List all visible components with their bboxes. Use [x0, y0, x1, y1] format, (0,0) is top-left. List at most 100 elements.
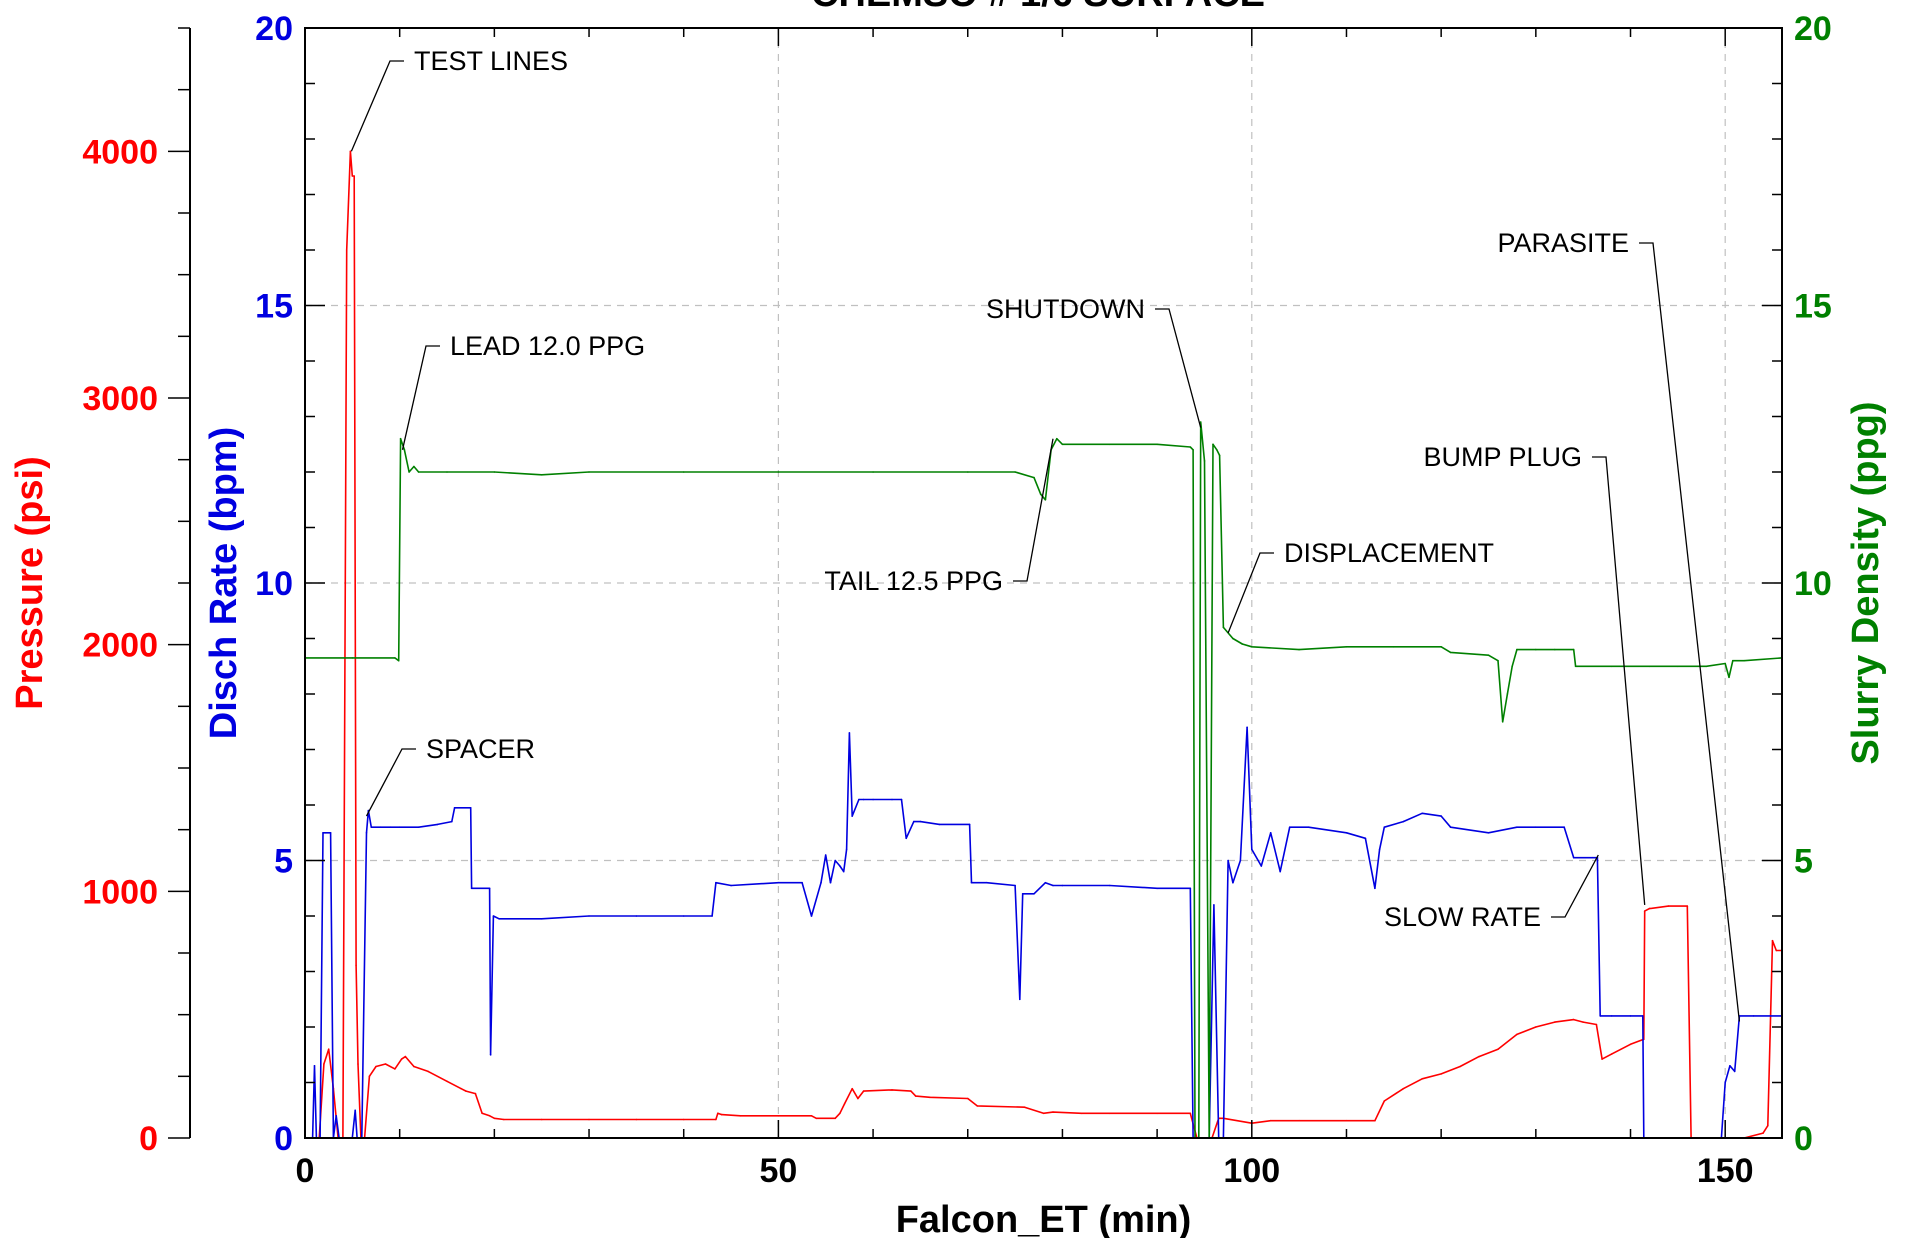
annotation-leader-tail-12-5-ppg: [1013, 438, 1054, 582]
data-point-pressure-44: [843, 1102, 846, 1105]
data-point-rate-23: [436, 823, 439, 826]
data-point-rate-79: [1227, 859, 1229, 862]
data-point-pressure-17: [384, 1063, 387, 1065]
data-point-density-3: [397, 659, 400, 662]
data-point-rate-76: [1213, 904, 1215, 906]
data-point-pressure-82: [1595, 1023, 1598, 1026]
data-point-rate-47: [842, 870, 845, 873]
data-point-pressure-20: [404, 1055, 407, 1058]
data-point-density-10: [493, 471, 496, 473]
data-point-pressure-60: [1189, 1112, 1192, 1115]
data-point-density-54: [1574, 665, 1577, 668]
data-point-pressure-83: [1601, 1058, 1603, 1060]
data-point-pressure-72: [1421, 1078, 1423, 1080]
data-point-pressure-76: [1497, 1048, 1499, 1050]
data-point-rate-25: [453, 807, 456, 809]
x-tick-label-0: 0: [296, 1152, 315, 1190]
data-point-rate-94: [1402, 820, 1405, 823]
data-point-pressure-51: [929, 1096, 931, 1099]
data-point-density-14: [777, 471, 780, 473]
data-point-density-51: [1535, 648, 1537, 651]
density-axis-title: Slurry Density (ppg): [1845, 401, 1887, 764]
data-point-density-47: [1501, 721, 1504, 723]
data-point-pressure-16: [375, 1065, 377, 1068]
rate-tick-label-5: 5: [274, 843, 293, 881]
data-point-pressure-67: [1298, 1119, 1300, 1122]
data-point-pressure-22: [427, 1070, 429, 1073]
data-point-density-61: [1732, 659, 1734, 662]
data-point-rate-69: [1061, 884, 1064, 887]
pressure-tick-label-4000: 4000: [82, 133, 158, 171]
data-point-pressure-29: [493, 1117, 496, 1120]
data-point-rate-83: [1251, 848, 1253, 851]
data-point-rate-19: [379, 826, 382, 828]
data-point-density-49: [1511, 665, 1513, 668]
data-point-density-22: [1056, 437, 1058, 440]
data-point-density-50: [1516, 648, 1518, 651]
grid-lines: [305, 28, 1782, 1138]
data-point-rate-18: [370, 826, 373, 828]
rate-tick-label-0: 0: [274, 1120, 293, 1158]
data-point-rate-102: [1572, 856, 1575, 859]
x-tick-label-50: 50: [759, 1152, 797, 1190]
data-point-pressure-3: [327, 1048, 330, 1050]
data-point-rate-46: [839, 865, 841, 867]
series-line-density: [305, 421, 1783, 1139]
data-point-rate-99: [1516, 826, 1518, 828]
pressure-axis-title: Pressure (psi): [9, 456, 51, 709]
data-point-rate-28: [488, 887, 491, 890]
data-point-density-7: [413, 465, 415, 468]
data-point-density-58: [1705, 665, 1708, 668]
annotation-lead-12-0-ppg: LEAD 12.0 PPG: [450, 331, 645, 361]
data-point-rate-22: [417, 826, 420, 828]
data-point-pressure-81: [1582, 1021, 1584, 1023]
data-point-rate-44: [829, 881, 832, 884]
data-point-pressure-53: [976, 1105, 978, 1107]
data-point-density-15: [872, 471, 874, 473]
data-point-pressure-66: [1269, 1119, 1272, 1122]
data-point-rate-27: [470, 887, 473, 890]
data-point-density-4: [399, 437, 402, 440]
density-tick-label-15: 15: [1794, 288, 1832, 326]
data-point-density-27: [1192, 449, 1194, 451]
data-point-density-60: [1728, 676, 1730, 679]
pressure-tick-label-3000: 3000: [82, 380, 158, 418]
data-point-rate-101: [1563, 826, 1565, 828]
annotation-leader-bump-plug: [1592, 456, 1646, 905]
data-point-rate-90: [1364, 837, 1367, 840]
data-point-rate-7: [329, 832, 332, 834]
pressure-tick-label-1000: 1000: [82, 873, 158, 911]
density-tick-label-0: 0: [1794, 1120, 1813, 1158]
data-point-pressure-74: [1459, 1065, 1461, 1068]
data-point-rate-29: [489, 1054, 492, 1056]
data-point-density-11: [540, 474, 543, 476]
data-point-rate-63: [1014, 884, 1016, 887]
data-point-rate-108: [1642, 1015, 1644, 1017]
data-point-rate-105: [1599, 1015, 1601, 1017]
data-point-rate-65: [1021, 893, 1024, 895]
data-point-density-5: [403, 449, 406, 451]
data-point-pressure-54: [1023, 1106, 1026, 1108]
data-point-rate-80: [1232, 881, 1234, 884]
data-point-rate-16: [365, 832, 368, 834]
x-tick-label-100: 100: [1223, 1152, 1280, 1190]
data-point-rate-58: [919, 820, 922, 823]
data-point-rate-116: [1733, 1070, 1736, 1073]
data-point-rate-93: [1383, 826, 1386, 828]
data-point-density-1: [351, 657, 354, 659]
data-point-rate-38: [730, 884, 732, 887]
data-point-pressure-75: [1478, 1055, 1480, 1058]
data-point-rate-103: [1591, 856, 1594, 859]
data-point-rate-66: [1033, 893, 1035, 895]
data-point-density-2: [394, 657, 396, 659]
annotation-spacer: SPACER: [426, 734, 535, 764]
data-point-pressure-47: [862, 1090, 865, 1092]
data-point-density-39: [1251, 646, 1253, 648]
data-point-rate-13: [354, 1109, 357, 1112]
data-point-pressure-58: [1109, 1112, 1111, 1115]
data-point-pressure-56: [1052, 1111, 1054, 1113]
data-point-rate-36: [711, 915, 713, 917]
data-point-rate-55: [900, 798, 903, 801]
